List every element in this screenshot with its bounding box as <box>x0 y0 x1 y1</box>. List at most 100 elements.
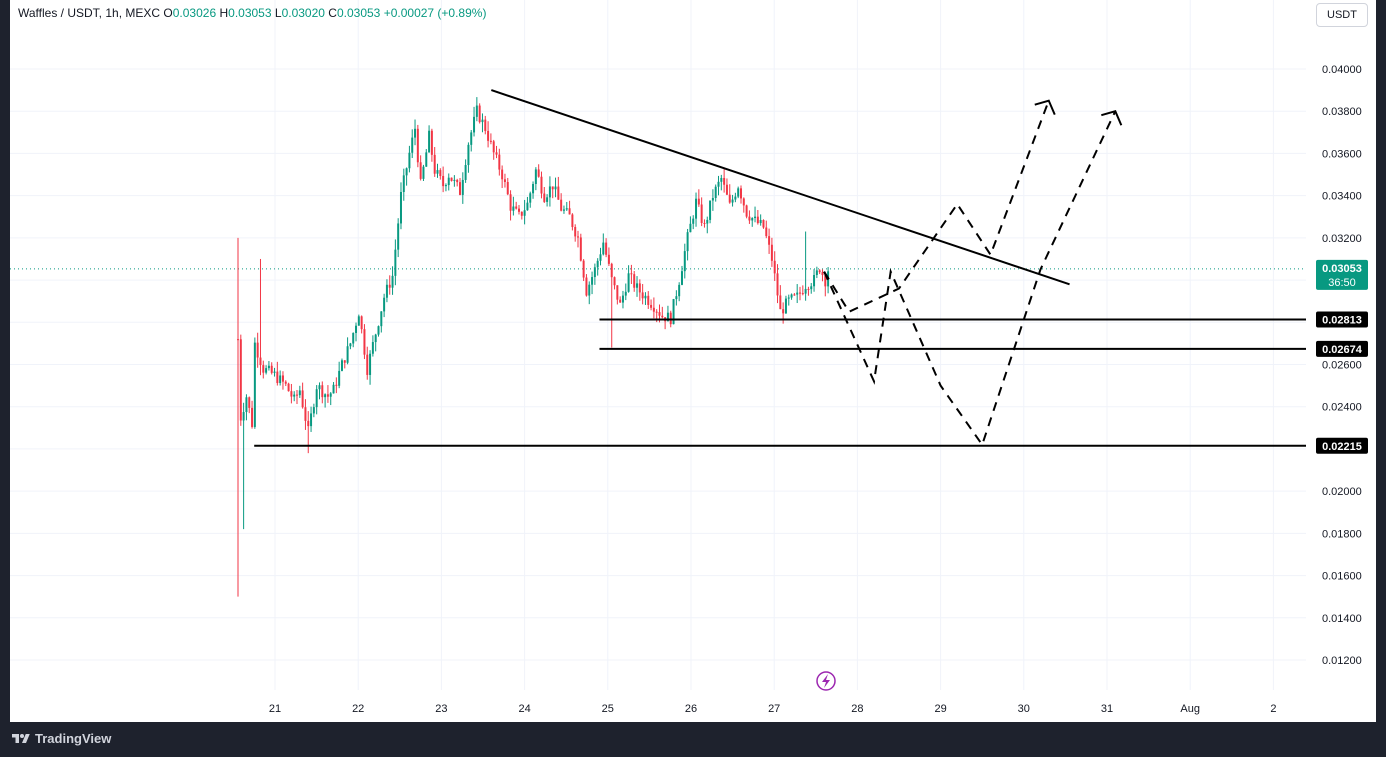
lightning-bolt-icon <box>822 674 830 688</box>
candle-body <box>265 368 268 373</box>
candle-body <box>464 165 467 180</box>
candle-body <box>588 284 591 296</box>
candle-body <box>248 397 251 408</box>
candle-body <box>346 346 349 363</box>
candle-body <box>790 294 793 298</box>
y-tick-label: 0.03400 <box>1322 191 1362 203</box>
candle-body <box>428 130 431 153</box>
candle-body <box>276 371 279 384</box>
candle-body <box>717 181 720 187</box>
candle-body <box>509 194 512 211</box>
candle-body <box>312 407 315 414</box>
candle-body <box>548 186 551 198</box>
candle-body <box>540 176 543 194</box>
high-value: 0.03053 <box>228 6 272 20</box>
y-tick-label: 0.01200 <box>1322 655 1362 667</box>
descending-trendline[interactable] <box>491 89 1070 286</box>
x-tick-label: 28 <box>851 703 863 715</box>
candle-body <box>765 227 768 237</box>
candle-body <box>734 196 737 200</box>
candle-body <box>352 332 355 344</box>
candle-body <box>799 292 801 294</box>
candle-body <box>619 299 622 303</box>
current-price-value: 0.03053 <box>1322 263 1362 275</box>
candle-body <box>703 222 706 224</box>
candle-body <box>515 206 518 209</box>
candle-body <box>560 199 563 211</box>
candle-body <box>503 179 506 183</box>
projection-path[interactable] <box>823 100 1050 314</box>
candle-body <box>301 390 304 408</box>
candle-body <box>801 293 804 295</box>
candle-body <box>402 175 405 193</box>
candle-body <box>571 214 574 228</box>
price-chart[interactable]: 0.04000 0.03800 0.03600 0.03400 0.03200 0.030… <box>10 0 1376 722</box>
lightning-event-icon[interactable] <box>816 671 836 691</box>
x-tick-label: 26 <box>685 703 697 715</box>
candle-body <box>633 274 636 288</box>
candle-body <box>475 105 478 117</box>
candle-body <box>318 385 321 390</box>
candle-body <box>523 210 526 216</box>
change-value: +0.00027 (+0.89%) <box>383 6 487 20</box>
candle-body <box>773 260 776 274</box>
tradingview-brand[interactable]: TradingView <box>12 731 111 746</box>
candle-body <box>756 216 759 224</box>
candle-body <box>804 288 807 294</box>
candle-body <box>484 119 487 131</box>
candle-body <box>641 292 644 299</box>
candle-body <box>574 227 577 237</box>
candle-body <box>683 251 686 272</box>
candle-body <box>737 188 740 197</box>
candle-body <box>776 273 779 296</box>
candle-body <box>335 384 338 386</box>
low-value: 0.03020 <box>281 6 325 20</box>
candle-body <box>310 413 313 427</box>
level-price-tag <box>1316 311 1368 328</box>
candle-body <box>768 236 771 245</box>
candle-body <box>568 208 571 215</box>
candle-body <box>321 385 324 398</box>
candle-body <box>638 283 641 293</box>
candle-body <box>534 169 537 184</box>
y-tick-label: 0.01800 <box>1322 528 1362 540</box>
candle-body <box>332 384 335 394</box>
candle-body <box>706 219 709 224</box>
candle-body <box>315 389 318 408</box>
y-tick-label: 0.01400 <box>1322 613 1362 625</box>
candle-body <box>731 199 734 203</box>
candle-body <box>824 275 827 287</box>
candle-body <box>383 297 386 312</box>
candle-body <box>414 128 417 138</box>
symbol-legend: Waffles / USDT, 1h, MEXC O0.03026 H0.030… <box>18 6 486 20</box>
candle-body <box>324 394 327 398</box>
candle-body <box>340 360 343 371</box>
y-tick-label: 0.02400 <box>1322 402 1362 414</box>
candle-body <box>453 179 456 181</box>
candle-body <box>692 218 695 224</box>
x-tick-label: 22 <box>352 703 364 715</box>
projection-path[interactable] <box>823 110 1117 447</box>
candle-body <box>680 271 683 285</box>
candle-body <box>458 182 461 195</box>
tradingview-logo-icon <box>12 733 30 743</box>
candle-body <box>725 184 728 195</box>
candle-body <box>754 216 757 219</box>
candle-body <box>422 166 425 179</box>
candle-body <box>742 198 745 206</box>
candle-body <box>307 420 310 427</box>
candle-body <box>461 179 464 195</box>
candle-body <box>338 370 341 386</box>
candle-body <box>686 232 689 252</box>
candle-body <box>529 193 532 203</box>
candle-body <box>377 326 380 335</box>
candle-body <box>470 132 473 145</box>
currency-selector[interactable]: USDT <box>1316 3 1368 27</box>
candle-body <box>298 390 301 396</box>
chart-panel[interactable]: 0.04000 0.03800 0.03600 0.03400 0.03200 0.030… <box>10 0 1376 722</box>
candle-body <box>273 371 276 373</box>
close-value: 0.03053 <box>336 6 381 20</box>
candle-body <box>636 283 639 288</box>
candle-body <box>304 407 307 421</box>
